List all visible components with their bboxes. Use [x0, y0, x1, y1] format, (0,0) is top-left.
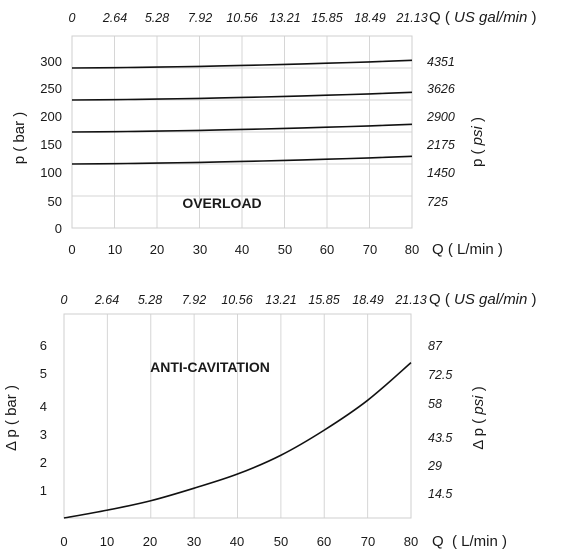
overload-y2-axis-label: p ( psi ) [469, 117, 486, 167]
y-tick-label: 300 [40, 54, 62, 69]
top-tick-label: 15.85 [311, 11, 342, 25]
series-line [63, 362, 412, 519]
anti-cavitation-y-tick-labels: 1 2 3 4 5 6 [40, 338, 47, 498]
top-tick-label: 5.28 [145, 11, 169, 25]
top-tick-label: 10.56 [226, 11, 257, 25]
overload-top-tick-labels: 0 2.64 5.28 7.92 10.56 13.21 15.85 18.49… [69, 11, 428, 25]
x-tick-label: 60 [317, 534, 331, 549]
anti-cavitation-y2-tick-labels: 14.5 29 43.5 58 72.5 87 [427, 339, 452, 501]
top-tick-label: 7.92 [188, 11, 212, 25]
y2-tick-label: 4351 [427, 55, 455, 69]
y2-tick-label: 87 [428, 339, 443, 353]
x-tick-label: 10 [108, 242, 122, 257]
series-line [71, 59, 413, 69]
y-tick-label: 50 [48, 194, 62, 209]
y-tick-label: 100 [40, 165, 62, 180]
anti-cavitation-chart: ANTI-CAVITATION 0 2.64 5.28 7.92 10.56 1… [3, 291, 537, 550]
x-tick-label: 80 [404, 534, 418, 549]
y-tick-label: 250 [40, 81, 62, 96]
x-tick-label: 50 [278, 242, 292, 257]
top-tick-label: 0 [69, 11, 76, 25]
y2-tick-label: 2175 [426, 138, 455, 152]
x-tick-label: 10 [100, 534, 114, 549]
top-tick-label: 2.64 [94, 293, 119, 307]
anti-cavitation-grid [63, 313, 412, 519]
top-tick-label: 15.85 [308, 293, 339, 307]
plot-frame [63, 313, 412, 519]
x-tick-label: 20 [143, 534, 157, 549]
y-tick-label: 4 [40, 399, 47, 414]
top-tick-label: 18.49 [354, 11, 385, 25]
series-line [71, 123, 413, 133]
top-tick-label: 7.92 [182, 293, 206, 307]
y2-tick-label: 72.5 [428, 368, 452, 382]
overload-top-axis-label: Q ( US gal/min ) [429, 9, 537, 26]
top-tick-label: 21.13 [395, 11, 427, 25]
top-tick-label: 13.21 [265, 293, 296, 307]
top-tick-label: 2.64 [102, 11, 127, 25]
x-tick-label: 20 [150, 242, 164, 257]
y2-tick-label: 1450 [427, 166, 455, 180]
top-tick-label: 18.49 [352, 293, 383, 307]
y2-tick-label: 2900 [426, 110, 455, 124]
top-tick-label: 21.13 [394, 293, 426, 307]
y-tick-label: 3 [40, 427, 47, 442]
y-tick-label: 200 [40, 109, 62, 124]
series-line [71, 155, 413, 165]
y-tick-label: 6 [40, 338, 47, 353]
x-tick-label: 50 [274, 534, 288, 549]
y2-tick-label: 14.5 [428, 487, 452, 501]
x-tick-label: 30 [193, 242, 207, 257]
anti-cavitation-top-tick-labels: 0 2.64 5.28 7.92 10.56 13.21 15.85 18.49… [61, 293, 427, 307]
x-tick-label: 60 [320, 242, 334, 257]
overload-title: OVERLOAD [182, 195, 261, 211]
y-tick-label: 0 [55, 221, 62, 236]
x-tick-label: 70 [363, 242, 377, 257]
overload-y-axis-label: p ( bar ) [11, 112, 28, 165]
y-tick-label: 1 [40, 483, 47, 498]
x-tick-label: 40 [235, 242, 249, 257]
overload-x-tick-labels: 0 10 20 30 40 50 60 70 80 [68, 242, 419, 257]
x-tick-label: 40 [230, 534, 244, 549]
y2-tick-label: 725 [427, 195, 448, 209]
y-tick-label: 5 [40, 366, 47, 381]
top-tick-label: 5.28 [138, 293, 162, 307]
overload-chart: OVERLOAD 0 2.64 5.28 7.92 10.56 13.21 15… [11, 9, 537, 258]
y-tick-label: 150 [40, 137, 62, 152]
anti-cavitation-y-axis-label: Δ p ( bar ) [3, 385, 20, 451]
top-tick-label: 10.56 [221, 293, 252, 307]
y2-tick-label: 58 [428, 397, 442, 411]
top-tick-label: 0 [61, 293, 68, 307]
x-tick-label: 0 [68, 242, 75, 257]
series-line [71, 91, 413, 101]
top-tick-label: 13.21 [269, 11, 300, 25]
y-tick-label: 2 [40, 455, 47, 470]
anti-cavitation-y2-axis-label: Δ p ( psi ) [470, 386, 487, 449]
anti-cavitation-title: ANTI-CAVITATION [150, 359, 270, 375]
anti-cavitation-x-axis-label: Q ( L/min ) [432, 533, 507, 550]
overload-curves [71, 59, 413, 165]
x-tick-label: 30 [187, 534, 201, 549]
overload-y-tick-labels: 0 50 100 150 200 250 300 [40, 54, 62, 236]
anti-cavitation-top-axis-label: Q ( US gal/min ) [429, 291, 537, 308]
y2-tick-label: 29 [427, 459, 442, 473]
overload-y2-tick-labels: 725 1450 2175 2900 3626 4351 [426, 55, 455, 209]
y2-tick-label: 43.5 [428, 431, 452, 445]
anti-cavitation-x-tick-labels: 0 10 20 30 40 50 60 70 80 [60, 534, 418, 549]
x-tick-label: 0 [60, 534, 67, 549]
x-tick-label: 80 [405, 242, 419, 257]
anti-cavitation-curves [63, 362, 412, 519]
x-tick-label: 70 [361, 534, 375, 549]
overload-x-axis-label: Q ( L/min ) [432, 241, 503, 258]
y2-tick-label: 3626 [427, 82, 455, 96]
